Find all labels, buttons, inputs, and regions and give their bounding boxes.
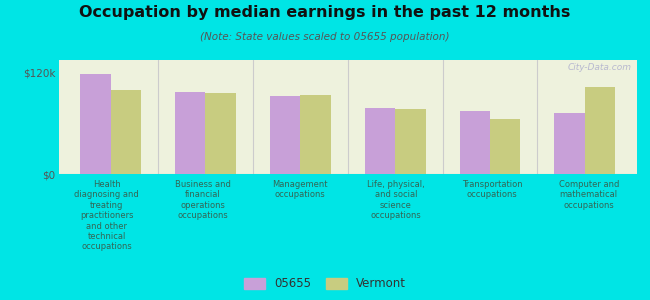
Bar bbox=[554, 113, 585, 174]
Text: Occupation by median earnings in the past 12 months: Occupation by median earnings in the pas… bbox=[79, 4, 571, 20]
Bar bbox=[300, 94, 331, 174]
Bar bbox=[585, 87, 615, 174]
Text: Transportation
occupations: Transportation occupations bbox=[462, 180, 523, 200]
Bar bbox=[270, 96, 300, 174]
Bar bbox=[175, 92, 205, 174]
Bar bbox=[111, 90, 141, 174]
Bar bbox=[365, 108, 395, 174]
Bar bbox=[205, 93, 236, 174]
Text: Management
occupations: Management occupations bbox=[272, 180, 328, 200]
Text: Computer and
mathematical
occupations: Computer and mathematical occupations bbox=[558, 180, 619, 210]
Text: Health
diagnosing and
treating
practitioners
and other
technical
occupations: Health diagnosing and treating practitio… bbox=[74, 180, 139, 251]
Text: City-Data.com: City-Data.com bbox=[567, 63, 631, 72]
Text: (Note: State values scaled to 05655 population): (Note: State values scaled to 05655 popu… bbox=[200, 32, 450, 41]
Legend: 05655, Vermont: 05655, Vermont bbox=[244, 278, 406, 290]
Bar bbox=[460, 111, 490, 174]
Text: Life, physical,
and social
science
occupations: Life, physical, and social science occup… bbox=[367, 180, 425, 220]
Bar bbox=[490, 119, 521, 174]
Text: Business and
financial
operations
occupations: Business and financial operations occupa… bbox=[176, 180, 231, 220]
Bar bbox=[395, 109, 426, 174]
Bar bbox=[81, 74, 110, 174]
